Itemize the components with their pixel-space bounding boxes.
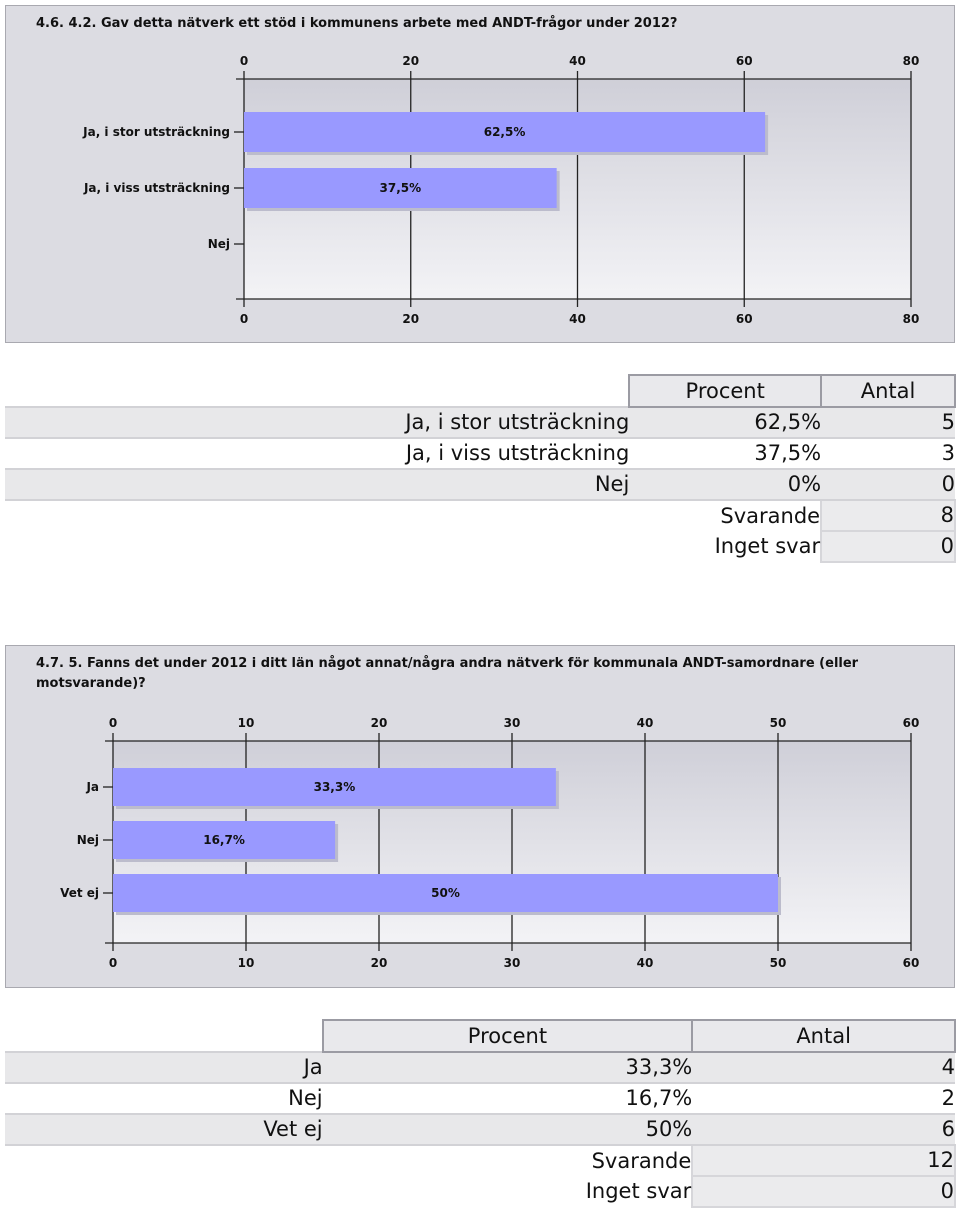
category-label: Ja, i viss utsträckning [83,181,230,195]
x-tick-label-top: 20 [402,54,419,68]
row-count: 3 [941,441,955,465]
row-percent: 0% [629,468,822,501]
category-label: Vet ej [60,886,99,900]
header-procent: Procent [321,1019,694,1053]
row-label: Vet ej [5,1113,323,1146]
row-label: Nej [288,1086,323,1110]
chart-panel-2: 4.7. 5. Fanns det under 2012 i ditt län … [5,645,955,988]
bar-chart-2: 0 0 10 10 20 20 30 30 40 40 50 50 60 60 Ja 33,3% Nej 16,7… [60,716,920,970]
x-tick-label-top: 10 [238,716,255,730]
row-count: 5 [821,406,955,439]
bar [113,821,336,859]
row-percent: 62,5% [629,406,822,439]
x-tick-label-top: 20 [371,716,388,730]
x-tick-label-top: 0 [109,716,117,730]
x-tick-label-bottom: 60 [903,956,920,970]
bar [113,874,778,912]
summary-label: Inget svar [629,531,822,562]
data-label: 33,3% [314,780,356,794]
summary-row: Inget svar 0 [5,1175,956,1208]
x-tick-label-bottom: 60 [736,312,753,326]
table-row: Ja 33,3% 4 [5,1051,955,1084]
x-tick-label-top: 60 [903,716,920,730]
x-tick-label-top: 0 [240,54,248,68]
summary-value: 8 [820,499,956,532]
category-label: Ja [85,780,99,794]
row-percent: 37,5% [754,441,822,465]
header-antal: Antal [691,1019,956,1053]
x-tick-label-top: 40 [569,54,586,68]
summary-value: 0 [820,530,956,563]
x-tick-label-bottom: 0 [240,312,248,326]
bar [113,768,556,806]
table-row: Nej 16,7% 2 [5,1083,955,1114]
table-header-row: Procent Antal [5,1019,956,1053]
summary-value: 0 [691,1175,956,1208]
chart-title-2: 4.7. 5. Fanns det under 2012 i ditt län … [36,656,859,691]
bar-chart-1: 0 0 20 20 40 40 60 60 80 80 Ja, i stor utsträcknin… [82,54,920,326]
row-count: 6 [692,1113,955,1146]
x-tick-label-top: 40 [637,716,654,730]
chart-panel-1: 4.6. 4.2. Gav detta nätverk ett stöd i k… [5,5,955,343]
row-label: Nej [5,468,630,501]
x-tick-label-bottom: 30 [504,956,521,970]
bar [244,112,766,152]
x-tick-label-bottom: 40 [569,312,586,326]
table-row: Vet ej 50% 6 [5,1113,955,1146]
stats-table-2: Procent Antal Ja 33,3% 4 Nej 16,7% 2 Vet… [5,1019,956,1208]
x-tick-label-bottom: 80 [903,312,920,326]
row-label: Ja, i viss utsträckning [405,441,630,465]
x-tick-label-bottom: 40 [637,956,654,970]
table-row: Ja, i viss utsträckning 37,5% 3 [5,438,955,469]
header-procent: Procent [628,374,823,408]
summary-row: Svarande 12 [5,1144,956,1177]
header-spacer [5,375,629,407]
row-percent: 33,3% [322,1051,693,1084]
x-tick-label-bottom: 20 [402,312,419,326]
row-count: 0 [821,468,955,501]
summary-label: Svarande [322,1145,693,1176]
table-header-row: Procent Antal [5,374,956,408]
chart-title-1: 4.6. 4.2. Gav detta nätverk ett stöd i k… [36,16,678,31]
summary-row: Svarande 8 [5,499,956,532]
bar [244,168,557,208]
category-label: Nej [208,237,230,251]
x-tick-label-bottom: 20 [371,956,388,970]
stats-table-1: Procent Antal Ja, i stor utsträckning 62… [5,374,956,563]
summary-value: 12 [691,1144,956,1177]
x-tick-label-top: 30 [504,716,521,730]
table-row: Nej 0% 0 [5,468,955,501]
row-label: Ja [5,1051,323,1084]
header-antal: Antal [820,374,956,408]
x-tick-label-top: 60 [736,54,753,68]
data-label: 37,5% [380,181,422,195]
summary-label: Inget svar [322,1176,693,1207]
table-row: Ja, i stor utsträckning 62,5% 5 [5,406,955,439]
summary-row: Inget svar 0 [5,530,956,563]
row-count: 2 [941,1086,955,1110]
category-label: Ja, i stor utsträckning [82,125,230,139]
x-tick-label-top: 50 [770,716,787,730]
x-tick-label-bottom: 50 [770,956,787,970]
row-percent: 16,7% [625,1086,693,1110]
row-label: Ja, i stor utsträckning [5,406,630,439]
x-tick-label-top: 80 [903,54,920,68]
data-label: 50% [431,886,460,900]
header-spacer [5,1020,323,1052]
row-percent: 50% [322,1113,693,1146]
data-label: 62,5% [484,125,526,139]
row-count: 4 [692,1051,955,1084]
category-label: Nej [77,833,99,847]
data-label: 16,7% [203,833,245,847]
summary-label: Svarande [629,500,822,531]
x-tick-label-bottom: 10 [238,956,255,970]
x-tick-label-bottom: 0 [109,956,117,970]
